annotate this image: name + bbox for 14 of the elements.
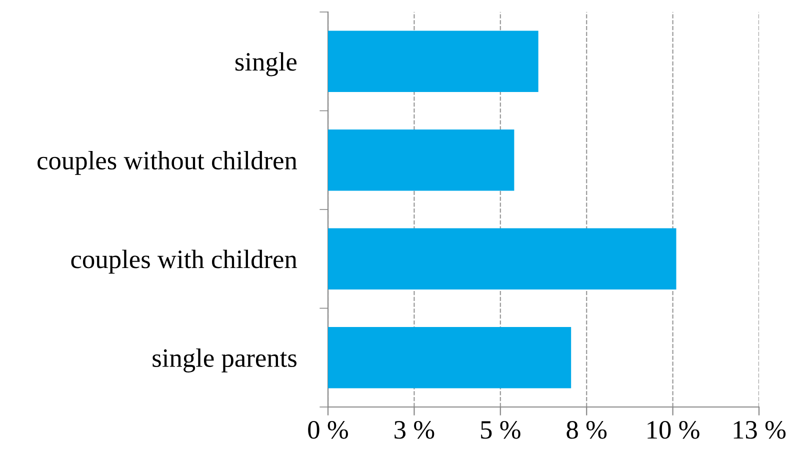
y-tick-label: couples with children	[71, 250, 298, 274]
x-tick-label: 3 %	[394, 420, 434, 439]
bar	[328, 327, 572, 388]
bar	[328, 130, 514, 191]
x-tick-label: 5 %	[481, 420, 520, 439]
x-tick-label: 13 %	[734, 420, 786, 439]
y-tick-label: single	[235, 52, 297, 76]
x-tick-label: 0 %	[308, 420, 348, 439]
bar	[328, 30, 538, 92]
y-tick-label: single parents	[152, 348, 296, 372]
x-tick-label: 10 %	[648, 420, 700, 439]
bar	[328, 228, 676, 290]
y-tick-label: couples without children	[38, 150, 298, 175]
x-tick-label: 8 %	[566, 420, 607, 439]
